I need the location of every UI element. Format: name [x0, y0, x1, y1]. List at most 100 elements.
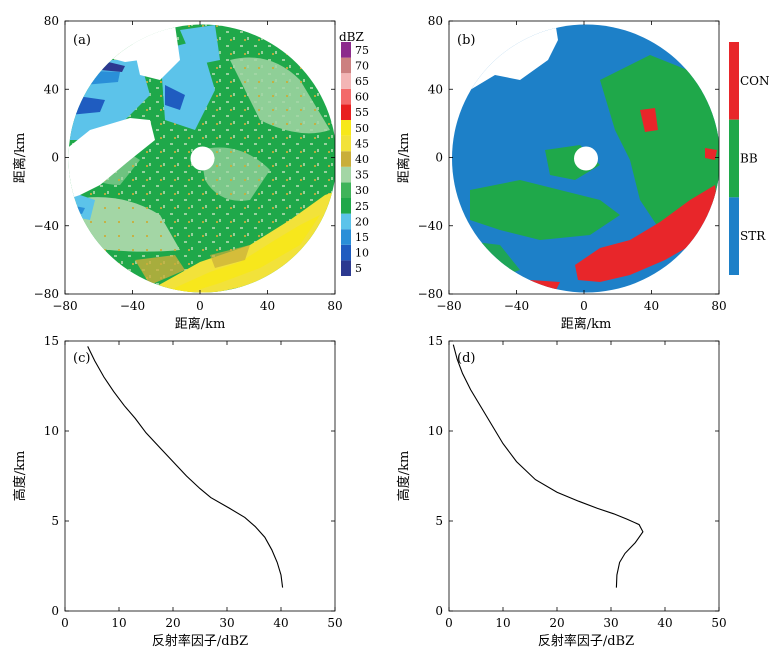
category-swatch-con	[729, 42, 739, 120]
panel-c-ytick-label: 10	[44, 424, 59, 438]
panel-d-xtick-label: 40	[657, 616, 672, 630]
colorbar-swatch-20	[341, 213, 351, 230]
panel-b-ylabel: 距离/km	[396, 133, 412, 184]
colorbar-swatch-30	[341, 182, 351, 198]
colorbar-label: 55	[355, 106, 369, 119]
panel-a-xtick-label: −40	[120, 299, 145, 313]
panel-a-ytick-label: −40	[34, 219, 59, 233]
colorbar-swatch-25	[341, 198, 351, 214]
panel-c-xtick-label: 30	[219, 616, 234, 630]
panel-b-ytick-label: 0	[435, 151, 443, 165]
colorbar-swatch-70	[341, 57, 351, 74]
colorbar-swatch-15	[341, 229, 351, 245]
panel-d-ytick-label: 10	[428, 424, 443, 438]
panel-a-label: (a)	[73, 33, 91, 48]
panel-b-xtick-label: −40	[504, 299, 529, 313]
panel-b-xlabel: 距离/km	[561, 316, 612, 332]
panel-a-colorbar-title: dBZ	[339, 30, 364, 44]
category-swatch-bb	[729, 119, 739, 198]
panel-c-xtick-label: 20	[165, 616, 180, 630]
panel-a-ytick-label: 80	[44, 14, 59, 28]
panel-c: (c) 0 10 20 30 40 50 0 5 10 15 反射率因子/dBZ 高度/km	[12, 334, 343, 649]
colorbar-swatch-40	[341, 151, 351, 167]
panel-a-xlabel: 距离/km	[175, 316, 226, 332]
panel-a-ytick-label: −80	[34, 287, 59, 301]
panel-b-ytick-label: −80	[418, 287, 443, 301]
panel-c-xtick-label: 40	[273, 616, 288, 630]
panel-b-xtick-label: 40	[644, 299, 659, 313]
colorbar-label: 40	[355, 153, 369, 166]
panel-c-ytick-label: 15	[44, 334, 59, 348]
panel-a: (a) −80 −40 0 40 80 80 40 0 −40 −80 距离/km 距离/km 5…	[12, 14, 369, 332]
panel-b-xtick-label: 80	[711, 299, 726, 313]
colorbar-swatch-75	[341, 42, 351, 58]
colorbar-label: 10	[355, 247, 369, 260]
colorbar-label: 20	[355, 215, 369, 228]
panel-d-xlabel: 反射率因子/dBZ	[538, 633, 634, 649]
panel-a-xtick-label: −80	[52, 299, 77, 313]
colorbar-swatch-55	[341, 104, 351, 120]
panel-d-ytick-label: 15	[428, 334, 443, 348]
colorbar-swatch-35	[341, 166, 351, 183]
panel-c-ytick-label: 5	[51, 514, 59, 528]
panel-c-label: (c)	[73, 351, 90, 366]
panel-d-ylabel: 高度/km	[396, 451, 412, 502]
panel-c-frame	[64, 340, 336, 612]
panel-b-ytick-label: 80	[428, 14, 443, 28]
panel-d-series-line	[452, 344, 644, 588]
panel-c-ytick-label: 0	[51, 604, 59, 618]
panel-c-xtick-label: 10	[111, 616, 126, 630]
colorbar-label: 70	[355, 59, 369, 72]
panel-b-xtick-label: −80	[436, 299, 461, 313]
panel-b-ytick-label: −40	[418, 219, 443, 233]
category-label: BB	[740, 152, 758, 166]
panel-c-ylabel: 高度/km	[12, 451, 28, 502]
panel-d-axes: 0 10 20 30 40 50 0 5 10 15	[428, 334, 727, 630]
panel-b-colorbar: CON BB STR	[729, 42, 770, 275]
colorbar-label: 5	[355, 262, 362, 275]
panel-d-label: (d)	[457, 351, 475, 366]
colorbar-label: 25	[355, 200, 369, 213]
panel-b-label: (b)	[457, 33, 475, 48]
colorbar-swatch-65	[341, 73, 351, 89]
colorbar-label: 60	[355, 91, 369, 104]
panel-d-ytick-label: 0	[435, 604, 443, 618]
colorbar-label: 15	[355, 231, 369, 244]
colorbar-swatch-5	[341, 260, 351, 276]
panel-a-radar-field	[68, 24, 335, 293]
panel-b-axes: −80 −40 0 40 80 80 40 0 −40 −80	[418, 14, 727, 313]
panel-a-xtick-label: 40	[260, 299, 275, 313]
panel-d: (d) 0 10 20 30 40 50 0 5 10 15 反射率因子/dBZ 高度/km	[396, 334, 727, 649]
panel-b-xtick-label: 0	[580, 299, 588, 313]
colorbar-swatch-10	[341, 244, 351, 261]
panel-c-axes: 0 10 20 30 40 50 0 5 10 15	[44, 334, 343, 630]
panel-a-ylabel: 距离/km	[12, 133, 28, 184]
colorbar-label: 65	[355, 75, 369, 88]
panel-b-ytick-label: 40	[428, 82, 443, 96]
colorbar-swatch-45	[341, 135, 351, 152]
panel-a-xtick-label: 0	[196, 299, 204, 313]
panel-a-axes: −80 −40 0 40 80 80 40 0 −40 −80	[34, 14, 343, 313]
colorbar-label: 75	[355, 44, 369, 57]
panel-c-xlabel: 反射率因子/dBZ	[152, 633, 248, 649]
category-label: STR	[740, 229, 766, 243]
panel-b-classification-field	[452, 24, 719, 293]
panel-a-ytick-label: 0	[51, 151, 59, 165]
panel-a-ytick-label: 40	[44, 82, 59, 96]
panel-d-xtick-label: 50	[711, 616, 726, 630]
panel-d-xtick-label: 10	[495, 616, 510, 630]
panel-d-xtick-label: 0	[445, 616, 453, 630]
colorbar-label: 35	[355, 169, 369, 182]
category-swatch-str	[729, 197, 739, 275]
panel-c-xtick-label: 50	[327, 616, 342, 630]
colorbar-label: 50	[355, 122, 369, 135]
category-label: CON	[740, 74, 770, 88]
colorbar-label: 45	[355, 137, 369, 150]
panel-d-xtick-label: 20	[549, 616, 564, 630]
panel-c-xtick-label: 0	[61, 616, 69, 630]
colorbar-label: 30	[355, 184, 369, 197]
panel-d-frame	[448, 340, 720, 612]
panel-a-colorbar: 5 10 15 20 25 30 35 40 45 50 55 60 65 70 75	[341, 42, 369, 276]
panel-d-ytick-label: 5	[435, 514, 443, 528]
